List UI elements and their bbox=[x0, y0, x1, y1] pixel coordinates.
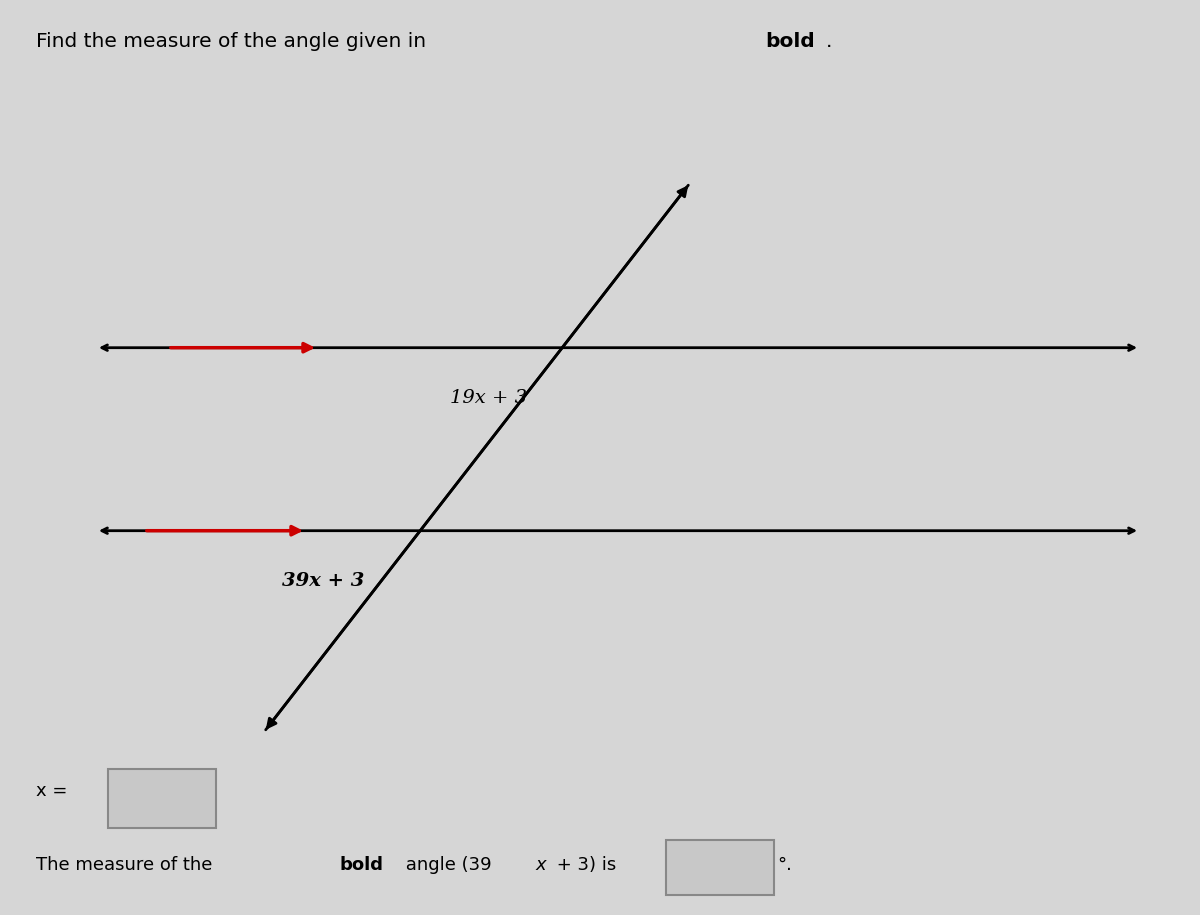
Text: 19x + 3: 19x + 3 bbox=[450, 389, 527, 407]
FancyBboxPatch shape bbox=[108, 769, 216, 828]
Text: 39x + 3: 39x + 3 bbox=[282, 572, 365, 590]
Text: °.: °. bbox=[778, 856, 792, 874]
FancyBboxPatch shape bbox=[666, 840, 774, 895]
Text: bold: bold bbox=[340, 856, 384, 874]
Text: .: . bbox=[826, 32, 832, 51]
Text: + 3) is: + 3) is bbox=[551, 856, 616, 874]
Text: angle (39: angle (39 bbox=[400, 856, 491, 874]
Text: bold: bold bbox=[766, 32, 815, 51]
Text: x =: x = bbox=[36, 782, 67, 801]
Text: x: x bbox=[535, 856, 546, 874]
Text: Find the measure of the angle given in: Find the measure of the angle given in bbox=[36, 32, 432, 51]
Text: The measure of the: The measure of the bbox=[36, 856, 218, 874]
